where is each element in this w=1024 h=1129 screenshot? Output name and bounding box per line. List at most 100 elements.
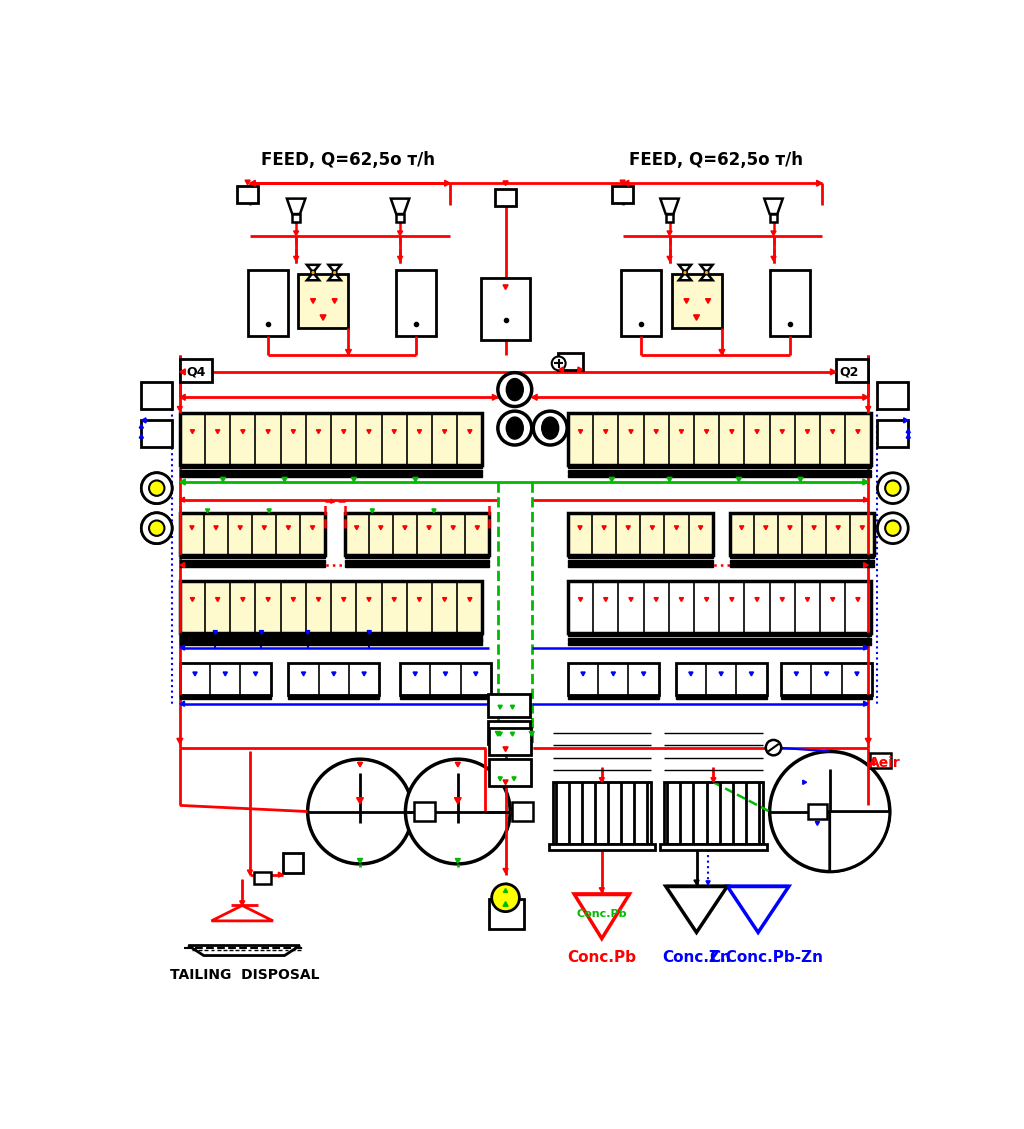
Text: FEED, Q=62,5o т/h: FEED, Q=62,5o т/h [629,151,803,169]
Bar [180,555,325,558]
Text: Q2: Q2 [839,366,858,378]
Bar [345,555,489,558]
Polygon shape [342,597,346,602]
Polygon shape [739,526,743,530]
Polygon shape [220,478,225,482]
Polygon shape [442,597,446,602]
Polygon shape [402,526,408,530]
Circle shape [683,270,687,274]
Polygon shape [329,265,341,272]
Polygon shape [498,777,503,781]
Polygon shape [351,478,356,482]
Polygon shape [193,672,197,676]
Polygon shape [418,597,422,602]
Bar [676,663,767,695]
Polygon shape [512,777,516,781]
Polygon shape [177,406,182,411]
Bar [396,215,403,221]
Polygon shape [357,762,362,767]
Polygon shape [214,526,218,530]
Bar [298,274,348,329]
Polygon shape [903,418,908,423]
Polygon shape [371,509,375,513]
Text: TAILING  DISPOSAL: TAILING DISPOSAL [170,968,319,982]
Bar [568,642,870,645]
Bar [568,470,870,473]
Bar [836,359,868,382]
Polygon shape [510,706,515,709]
Polygon shape [180,479,185,485]
Bar [568,564,713,568]
Bar [487,720,530,744]
Circle shape [492,884,519,911]
Polygon shape [139,425,143,428]
Polygon shape [675,526,679,530]
Polygon shape [368,631,372,634]
Polygon shape [795,672,799,676]
Polygon shape [865,406,870,411]
Bar [568,638,870,640]
Polygon shape [379,526,383,530]
Polygon shape [213,631,217,634]
Polygon shape [413,478,418,482]
Bar [180,513,325,555]
Bar [568,555,713,558]
Polygon shape [679,430,683,434]
Polygon shape [830,369,836,375]
Bar [180,465,482,469]
Wedge shape [829,812,890,872]
Polygon shape [700,265,713,272]
Polygon shape [869,761,874,765]
Bar [730,560,874,563]
Polygon shape [764,199,782,215]
Bar [666,215,674,221]
Polygon shape [367,430,371,434]
Polygon shape [578,526,582,530]
Bar [180,695,270,699]
Bar [495,190,516,207]
Bar [345,564,489,568]
Polygon shape [397,231,402,236]
Polygon shape [705,597,709,602]
Bar [180,639,482,642]
Polygon shape [498,706,503,709]
Polygon shape [474,672,478,676]
Bar [396,270,436,335]
Polygon shape [727,886,788,933]
Polygon shape [211,905,273,921]
Polygon shape [503,868,508,873]
Polygon shape [706,299,711,304]
Polygon shape [391,199,410,215]
Bar [180,564,325,568]
Bar [141,382,172,409]
Bar [248,270,288,335]
Polygon shape [287,526,291,530]
Polygon shape [503,902,508,907]
Bar [289,695,379,699]
Bar [141,420,172,447]
Polygon shape [698,526,702,530]
Text: C.Conc.Pb-Zn: C.Conc.Pb-Zn [709,951,823,965]
Polygon shape [666,886,727,933]
Polygon shape [694,881,699,885]
Polygon shape [282,478,287,482]
Bar [558,352,583,369]
Polygon shape [442,430,446,434]
Circle shape [534,411,567,445]
Polygon shape [830,597,835,602]
Polygon shape [250,181,255,186]
Circle shape [141,513,172,543]
Bar [869,753,891,769]
Polygon shape [863,479,868,485]
Bar [400,695,490,699]
Polygon shape [764,526,768,530]
Polygon shape [418,430,422,434]
Polygon shape [504,889,508,892]
Ellipse shape [506,378,523,401]
Polygon shape [392,430,396,434]
Polygon shape [559,367,563,373]
Polygon shape [719,350,725,355]
Polygon shape [188,945,300,955]
Circle shape [878,473,908,504]
Polygon shape [689,672,693,676]
